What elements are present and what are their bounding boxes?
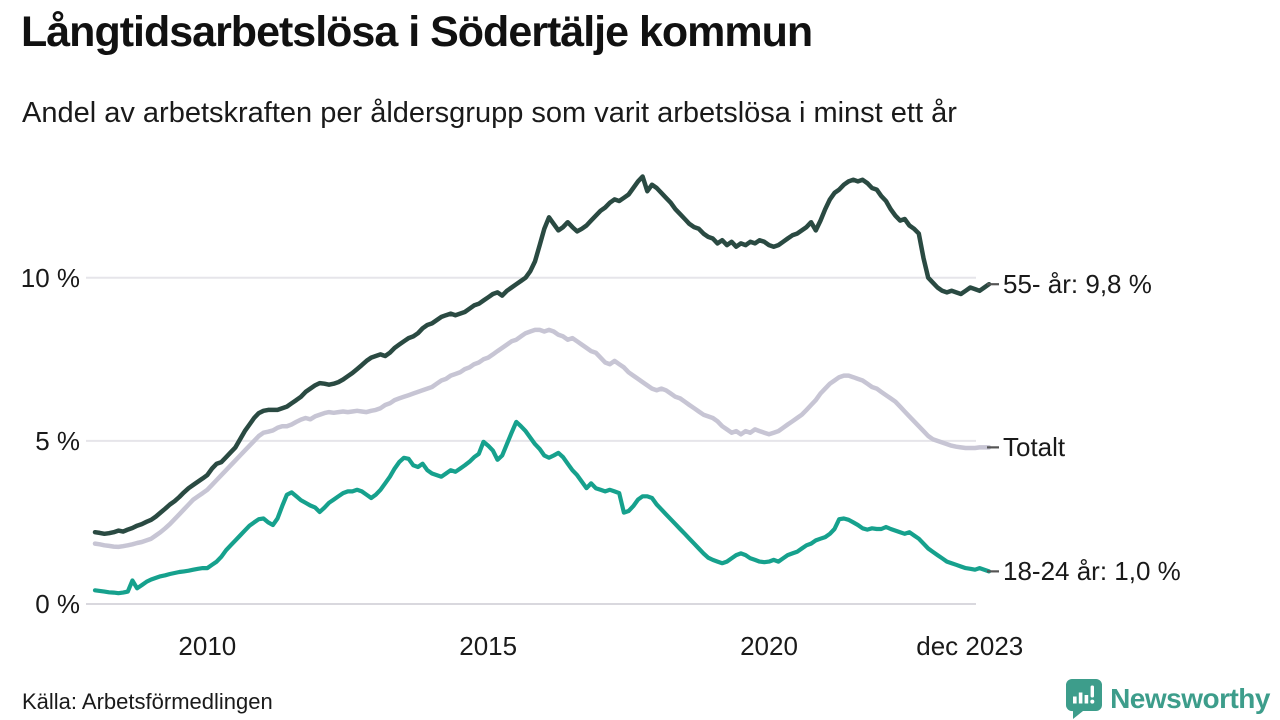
- x-tick-label-2010: 2010: [178, 631, 237, 661]
- exclamation-stem: [1090, 685, 1095, 698]
- exclamation-dot: [1090, 699, 1095, 704]
- series-line-Totalt: [92, 327, 992, 550]
- bar-chart-bar-1: [1073, 696, 1077, 704]
- x-tick-label-2020: 2020: [740, 631, 798, 661]
- series-end-ticks: [987, 283, 999, 573]
- series-line-18-24 år: [92, 419, 992, 596]
- source-note: Källa: Arbetsförmedlingen: [22, 689, 273, 714]
- chart-title: Långtidsarbetslösa i Södertälje kommun: [21, 8, 813, 56]
- bar-chart-bar-3: [1084, 695, 1089, 704]
- newsworthy-logo-icon: [1066, 679, 1103, 719]
- branding: Newsworthy: [1065, 678, 1270, 719]
- series-lines: [92, 174, 992, 596]
- y-tick-label-0: 0 %: [35, 589, 80, 619]
- speech-bubble-shape: [1066, 679, 1103, 719]
- y-tick-label-10: 10 %: [20, 262, 80, 293]
- x-tick-label-2015: 2015: [459, 631, 518, 661]
- series-line-55- år: [92, 174, 992, 537]
- bar-chart-bar-2: [1078, 692, 1083, 704]
- end-label-Totalt: Totalt: [1003, 432, 1066, 463]
- end-label-55- år: 55- år: 9,8 %: [1003, 269, 1152, 300]
- brand-wordmark: Newsworthy: [1110, 682, 1270, 714]
- end-label-18-24 år: 18-24 år: 1,0 %: [1003, 556, 1181, 587]
- x-tick-label-dec-2023: dec 2023: [916, 631, 1024, 661]
- y-tick-label-5: 5 %: [35, 425, 80, 456]
- chart-subtitle: Andel av arbetskraften per åldersgrupp s…: [22, 97, 957, 129]
